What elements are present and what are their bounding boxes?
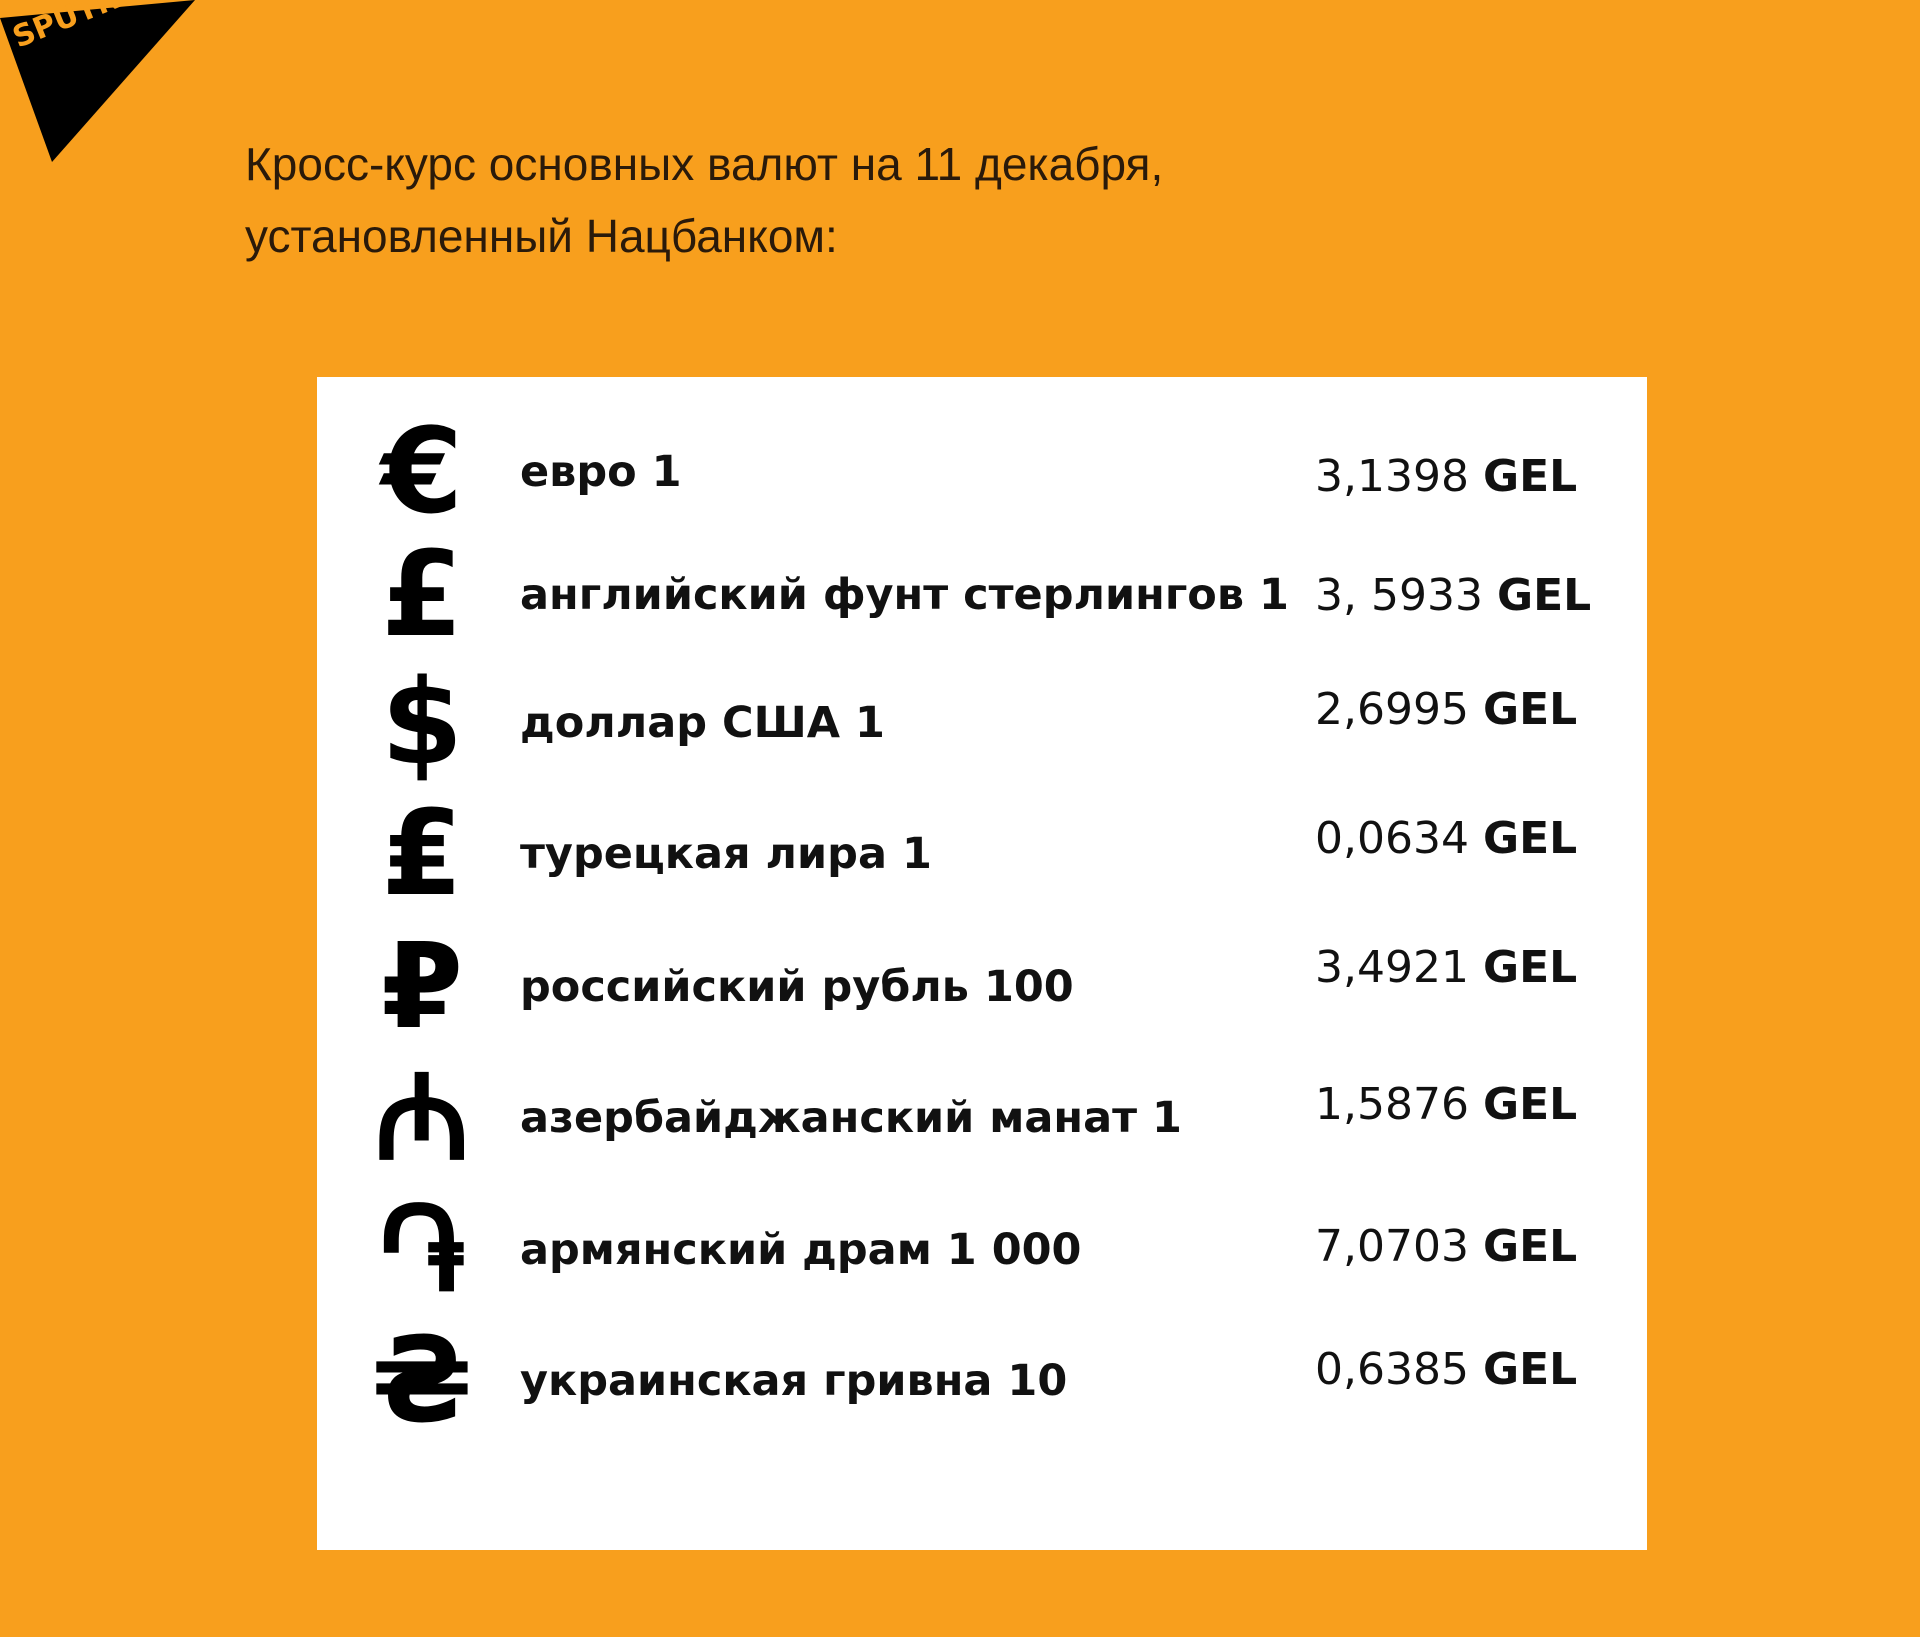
currency-label: украинская гривна 10 xyxy=(520,1356,1068,1406)
currency-label: армянский драм 1 000 xyxy=(520,1225,1082,1275)
rate-row: ₽ российский рубль 100 3,4921 GEL xyxy=(317,926,1647,1046)
dollar-icon: $ xyxy=(380,653,464,791)
rate-value: 0,6385 GEL xyxy=(1315,1344,1578,1395)
rate-value: 3,1398 GEL xyxy=(1315,451,1578,502)
rate-row: ₴ украинская гривна 10 0,6385 GEL xyxy=(317,1320,1647,1440)
currency-label: английский фунт стерлингов 1 xyxy=(520,570,1289,620)
rate-row: £ английский фунт стерлингов 1 3, 5933 G… xyxy=(317,534,1647,654)
rate-row: $ доллар США 1 2,6995 GEL xyxy=(317,662,1647,782)
rate-row: ₼ азербайджанский манат 1 1,5876 GEL xyxy=(317,1057,1647,1177)
rate-value: 1,5876 GEL xyxy=(1315,1079,1578,1130)
currency-label: азербайджанский манат 1 xyxy=(520,1093,1182,1143)
currency-label: российский рубль 100 xyxy=(520,962,1074,1012)
currency-label: евро 1 xyxy=(520,447,682,497)
rate-row: ₤ турецкая лира 1 0,0634 GEL xyxy=(317,793,1647,913)
page-title: Кросс-курс основных валют на 11 декабря,… xyxy=(245,128,1163,272)
rate-value: 3, 5933 GEL xyxy=(1315,570,1592,621)
rate-value: 3,4921 GEL xyxy=(1315,942,1578,993)
rate-value: 2,6995 GEL xyxy=(1315,684,1578,735)
rate-value: 7,0703 GEL xyxy=(1315,1221,1578,1272)
title-line-2: установленный Нацбанком: xyxy=(245,210,838,262)
ruble-icon: ₽ xyxy=(380,917,464,1055)
currency-label: турецкая лира 1 xyxy=(520,829,932,879)
rate-row: € евро 1 3,1398 GEL xyxy=(317,411,1647,531)
hryvnia-icon: ₴ xyxy=(371,1311,473,1449)
rate-row: ֏ армянский драм 1 000 7,0703 GEL xyxy=(317,1189,1647,1309)
manat-icon: ₼ xyxy=(374,1048,470,1186)
currency-label: доллар США 1 xyxy=(520,698,885,748)
dram-icon: ֏ xyxy=(378,1180,466,1318)
rate-value: 0,0634 GEL xyxy=(1315,813,1578,864)
title-line-1: Кросс-курс основных валют на 11 декабря, xyxy=(245,138,1164,190)
lira-icon: ₤ xyxy=(380,784,464,922)
pound-icon: £ xyxy=(380,525,464,663)
euro-icon: € xyxy=(380,402,464,540)
rates-card: € евро 1 3,1398 GEL £ английский фунт ст… xyxy=(317,377,1647,1550)
sputnik-logo: SPUTNIK xyxy=(0,0,195,162)
